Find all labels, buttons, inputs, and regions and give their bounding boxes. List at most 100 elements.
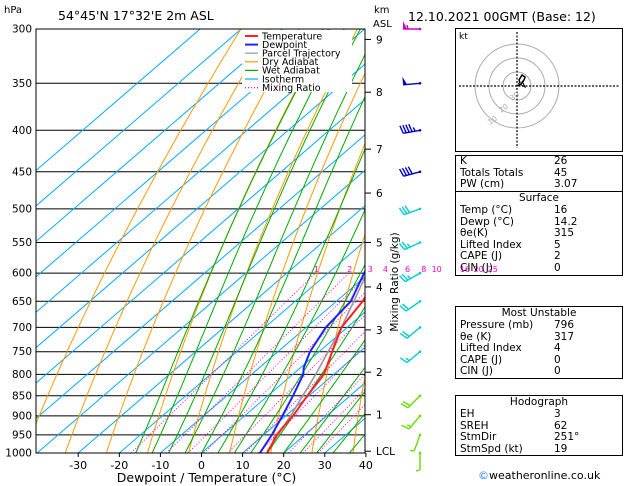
stat-value: 317	[554, 330, 575, 343]
wet-adiabat-line	[233, 208, 365, 453]
isotherm-line	[36, 63, 365, 349]
mixing-ratio-label: 3	[368, 265, 373, 274]
stat-label: StmDir	[460, 431, 497, 444]
wind-barb-feather	[402, 124, 407, 134]
isotherm-line	[160, 275, 365, 453]
wind-barb-base	[418, 326, 422, 329]
wind-barb-feather	[398, 242, 406, 251]
stat-label: EH	[460, 408, 475, 420]
mixing-ratio-label: 25	[488, 265, 498, 274]
dewpoint-profile	[259, 269, 365, 453]
wind-barb-half-feather	[405, 357, 410, 362]
mixing-ratio-label: 4	[383, 265, 388, 274]
stat-label: CIN (J)	[460, 365, 493, 378]
mixing-ratio-line	[165, 272, 350, 453]
wind-barb-feather	[399, 125, 404, 134]
wet-adiabat-line	[283, 338, 365, 453]
hodograph-stats-title: Hodograph	[509, 396, 569, 408]
wet-adiabat-line	[299, 366, 365, 453]
wind-barb-feather	[407, 166, 413, 175]
stat-value: 45	[554, 166, 568, 179]
wet-adiabat-line	[201, 95, 365, 453]
wind-barb-base	[418, 451, 422, 455]
stat-value: 19	[554, 442, 568, 455]
stat-label: Temp (°C)	[460, 204, 513, 216]
footer-text: weatheronline.co.uk	[489, 469, 601, 482]
surface-title: Surface	[518, 192, 559, 204]
stat-label: K	[460, 155, 467, 167]
wind-barb	[401, 414, 422, 430]
pressure-tick-label: 400	[12, 125, 32, 137]
isotherm-line	[36, 134, 365, 420]
wind-barb-feather	[399, 332, 408, 339]
legend-entry: Dry Adiabat	[262, 57, 319, 68]
wind-barb-base	[418, 27, 422, 31]
indices-panel: K 26 Totals Totals 45 PW (cm) 3.07	[455, 155, 623, 192]
wind-barb-half-feather	[406, 243, 411, 248]
pressure-tick-label: 650	[12, 296, 32, 308]
stat-value: 26	[554, 155, 568, 167]
mixing-ratio-label: 10	[432, 265, 442, 274]
dry-adiabat-line	[352, 373, 365, 453]
isotherm-line	[36, 29, 324, 278]
stat-value: 0	[554, 261, 561, 274]
wind-barb-base	[418, 81, 422, 85]
wind-barb	[399, 350, 422, 364]
height-tick-label: 1	[376, 410, 383, 422]
pressure-tick-label: 500	[12, 203, 32, 215]
isotherm-line	[36, 29, 283, 243]
wind-barb	[403, 21, 422, 31]
footer-credit[interactable]: ©weatheronline.co.uk	[478, 469, 600, 482]
wind-barb-half-feather	[415, 469, 421, 472]
height-tick-label: 9	[376, 34, 383, 46]
pressure-tick-label: 900	[12, 410, 32, 422]
stat-row: K 26	[456, 155, 622, 168]
wet-adiabat-line	[151, 29, 345, 453]
wet-adiabat-line	[135, 29, 330, 453]
pressure-tick-label: 1000	[5, 448, 32, 460]
dry-adiabat-line	[105, 29, 300, 453]
km-unit-label: km	[374, 5, 390, 16]
stat-value: 14.2	[554, 215, 578, 228]
pressure-tick-label: 750	[12, 346, 32, 358]
hodograph-stats-panel: Hodograph EH 3 SREH 62 StmDir 251° StmSpd (kt)…	[455, 395, 623, 457]
stat-row: Temp (°C) 16	[456, 204, 622, 217]
stat-value: 3.07	[554, 178, 578, 191]
x-tick-label: 30	[318, 459, 332, 472]
x-tick-label: -30	[69, 459, 87, 472]
stat-label: CIN (J)	[460, 261, 493, 274]
x-tick-label: 0	[198, 459, 205, 472]
wind-barb-base	[418, 414, 422, 418]
wind-barb	[410, 433, 422, 452]
legend-entry: Isotherm	[262, 74, 304, 85]
mixing-ratio-line	[244, 330, 365, 453]
isotherm-line	[36, 29, 365, 313]
pressure-tick-label: 700	[12, 322, 32, 334]
wind-barb	[399, 326, 422, 339]
date-title: 12.10.2021 00GMT (Base: 12)	[408, 9, 596, 24]
mixing-ratio-label: 2	[347, 265, 352, 274]
height-tick-label: 8	[376, 87, 383, 99]
wind-barb-feather	[401, 241, 408, 249]
wind-barb-feather	[402, 330, 410, 337]
x-axis-title: Dewpoint / Temperature (°C)	[117, 470, 296, 485]
plot-frame	[35, 28, 366, 454]
wind-barb-feather	[399, 305, 407, 312]
wind-barb-feather	[401, 167, 408, 176]
wind-barb-base	[418, 207, 422, 211]
height-tick-label: 5	[376, 237, 383, 249]
stat-value: 3	[554, 408, 561, 420]
isotherm-line	[36, 169, 365, 453]
mixing-ratio-label: 16	[460, 265, 470, 274]
wind-barb-feather	[402, 400, 411, 407]
wind-barb-base	[418, 129, 422, 132]
wind-barb-feather	[401, 303, 409, 310]
pressure-tick-label: 550	[12, 237, 32, 249]
stat-label: Totals Totals	[460, 166, 524, 179]
wind-barb-feather	[404, 205, 411, 214]
isotherm-line	[242, 346, 365, 453]
most-unstable-title: Most Unstable	[501, 307, 577, 319]
stat-row: PW (cm) 3.07	[456, 179, 622, 191]
stat-value: 62	[554, 419, 568, 432]
